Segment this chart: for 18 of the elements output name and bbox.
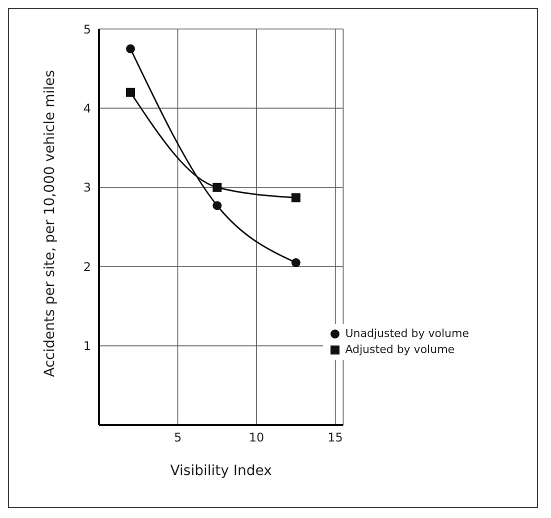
x-axis-title: Visibility Index bbox=[170, 463, 272, 479]
x-tick-label: 10 bbox=[248, 430, 264, 445]
legend-label: Adjusted by volume bbox=[345, 342, 455, 358]
y-tick-label: 3 bbox=[83, 180, 91, 195]
y-tick-label: 1 bbox=[83, 339, 91, 354]
point bbox=[291, 258, 300, 268]
x-tick-label: 15 bbox=[328, 430, 343, 445]
y-tick-label: 2 bbox=[83, 260, 91, 274]
point bbox=[212, 182, 222, 192]
point bbox=[291, 193, 300, 202]
y-tick-label: 4 bbox=[83, 101, 91, 116]
y-tick-label: 5 bbox=[83, 22, 91, 36]
x-tick-label: 5 bbox=[174, 430, 182, 445]
y-axis-title: Accidents per site, per 10,000 vehicle miles bbox=[42, 70, 58, 377]
point bbox=[212, 201, 222, 210]
legend-label: Unadjusted by volume bbox=[345, 326, 469, 342]
point bbox=[126, 44, 136, 54]
point bbox=[126, 88, 136, 97]
